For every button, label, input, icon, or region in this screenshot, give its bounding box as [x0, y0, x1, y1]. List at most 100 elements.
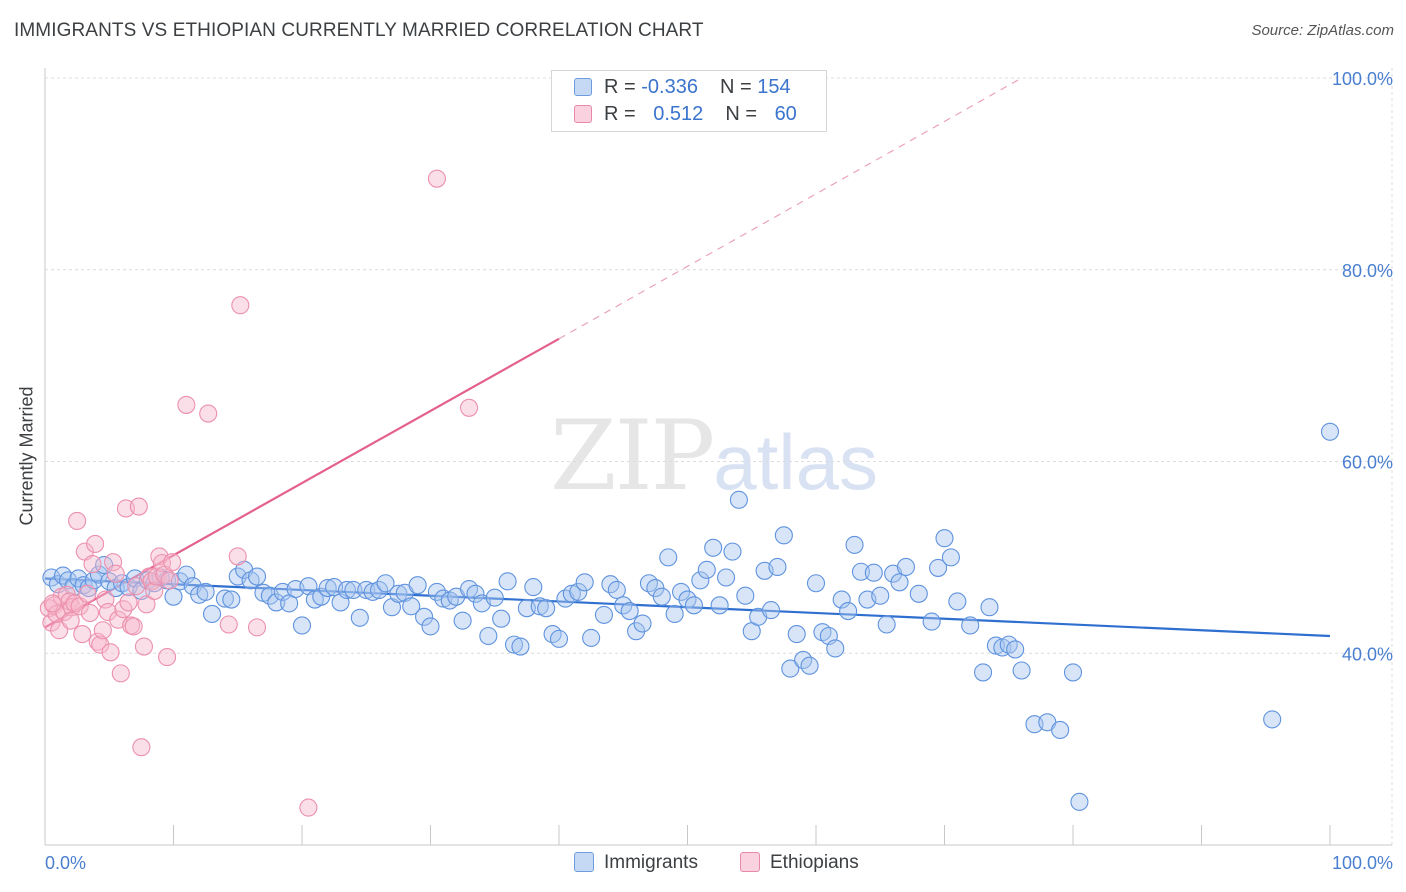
ethiopians-point: [104, 553, 123, 572]
immigrants-point: [736, 586, 755, 605]
immigrants-point: [890, 573, 909, 592]
legend-item-ethiopians[interactable]: Ethiopians: [740, 852, 859, 874]
immigrants-point: [1051, 720, 1070, 740]
immigrants-point: [839, 602, 858, 621]
ethiopians-point: [73, 625, 92, 644]
ethiopians-point: [299, 798, 318, 817]
immigrants-point: [537, 599, 556, 618]
immigrants-point: [896, 557, 916, 577]
ethiopians-point: [91, 635, 110, 654]
ethiopians-point: [129, 497, 148, 516]
immigrants-point: [909, 584, 928, 603]
immigrants-point: [704, 538, 723, 557]
immigrants-swatch: [574, 78, 592, 96]
immigrants-point: [485, 588, 504, 607]
ethiopians-point: [68, 511, 87, 530]
ethiopians-point: [137, 595, 156, 614]
legend-item-immigrants[interactable]: Immigrants: [574, 852, 698, 874]
immigrants-point: [344, 580, 363, 600]
immigrants-point: [659, 548, 678, 567]
ethiopians-point: [61, 611, 80, 630]
immigrants-point: [389, 584, 408, 603]
immigrants-point: [594, 605, 614, 624]
legend-row-immigrants: R = -0.336 N = 154: [574, 76, 791, 102]
immigrants-point: [781, 659, 800, 678]
ethiopians-point: [199, 404, 218, 423]
immigrants-point: [1070, 792, 1089, 811]
immigrants-point: [935, 529, 954, 548]
legend-n-label: N =: [725, 103, 763, 125]
ethiopians-points: [39, 169, 479, 817]
immigrants-point: [697, 560, 716, 579]
immigrants-point: [710, 596, 729, 615]
immigrants-point: [941, 548, 960, 567]
ethiopians-point: [427, 169, 446, 188]
immigrants-point: [582, 628, 601, 647]
y-tick-label: 100.0%: [1332, 69, 1393, 89]
immigrants-point: [415, 607, 434, 626]
ethiopians-point: [228, 547, 247, 566]
ethiopians-point: [119, 593, 138, 612]
immigrants-point: [768, 557, 787, 577]
immigrants-point: [453, 611, 472, 630]
immigrants-point: [986, 636, 1005, 655]
immigrants-point: [627, 622, 646, 641]
legend-r-value: 0.512: [653, 103, 704, 125]
x-tick-label: 0.0%: [45, 853, 86, 873]
ethiopians-legend-swatch: [740, 852, 760, 872]
ethiopians-point: [78, 584, 97, 603]
grid-lines: [45, 68, 1393, 845]
immigrants-point: [652, 587, 671, 606]
ethiopians-point: [106, 564, 125, 583]
ethiopians-swatch: [574, 105, 592, 123]
correlation-legend: R = -0.336 N = 154 R = 0.512 N = 60: [551, 70, 827, 132]
source-credit: Source: ZipAtlas.com: [1251, 22, 1394, 39]
immigrants-point: [504, 635, 524, 654]
immigrants-point: [267, 593, 286, 612]
legend-n-value: 154: [757, 76, 791, 98]
x-tick-label: 100.0%: [1332, 853, 1393, 873]
immigrants-point: [1012, 661, 1031, 680]
immigrants-point: [427, 582, 446, 601]
ethiopians-point: [247, 618, 267, 637]
immigrants-point: [980, 598, 999, 617]
immigrants-point: [222, 590, 241, 609]
ethiopians-point: [177, 395, 196, 414]
immigrants-point: [800, 656, 819, 675]
ethiopians-point: [231, 296, 250, 315]
ethiopians-point: [111, 664, 130, 683]
ethiopians-legend-label: Ethiopians: [770, 852, 859, 873]
immigrants-point: [408, 576, 427, 595]
immigrants-point: [723, 542, 742, 561]
ethiopians-point: [43, 594, 62, 613]
immigrants-point: [177, 565, 196, 584]
immigrants-point: [247, 567, 267, 586]
immigrants-point: [492, 609, 511, 628]
immigrants-point: [421, 617, 440, 636]
immigrants-point: [511, 637, 530, 656]
immigrants-point: [562, 584, 581, 603]
immigrants-point: [620, 602, 639, 621]
immigrants-point: [929, 558, 948, 577]
ethiopians-point: [459, 398, 479, 417]
ethiopians-point: [101, 643, 120, 662]
immigrants-legend-label: Immigrants: [604, 852, 698, 873]
legend-n-label: N =: [719, 76, 758, 98]
immigrants-point: [376, 574, 395, 593]
immigrants-point: [665, 604, 684, 623]
y-tick-label: 40.0%: [1342, 644, 1393, 664]
immigrants-point: [350, 608, 369, 627]
immigrants-point: [845, 535, 864, 554]
immigrants-point: [877, 615, 896, 634]
ethiopians-point: [140, 567, 159, 586]
immigrants-point: [524, 578, 543, 597]
immigrants-point: [1063, 663, 1083, 682]
immigrants-point: [363, 582, 382, 601]
ethiopians-point: [80, 603, 100, 623]
immigrants-point: [973, 663, 993, 682]
ethiopians-point: [88, 632, 107, 651]
immigrants-legend-swatch: [574, 852, 594, 872]
legend-r-label: R =: [604, 103, 642, 125]
ethiopians-point: [158, 648, 177, 667]
immigrants-point: [357, 580, 376, 600]
